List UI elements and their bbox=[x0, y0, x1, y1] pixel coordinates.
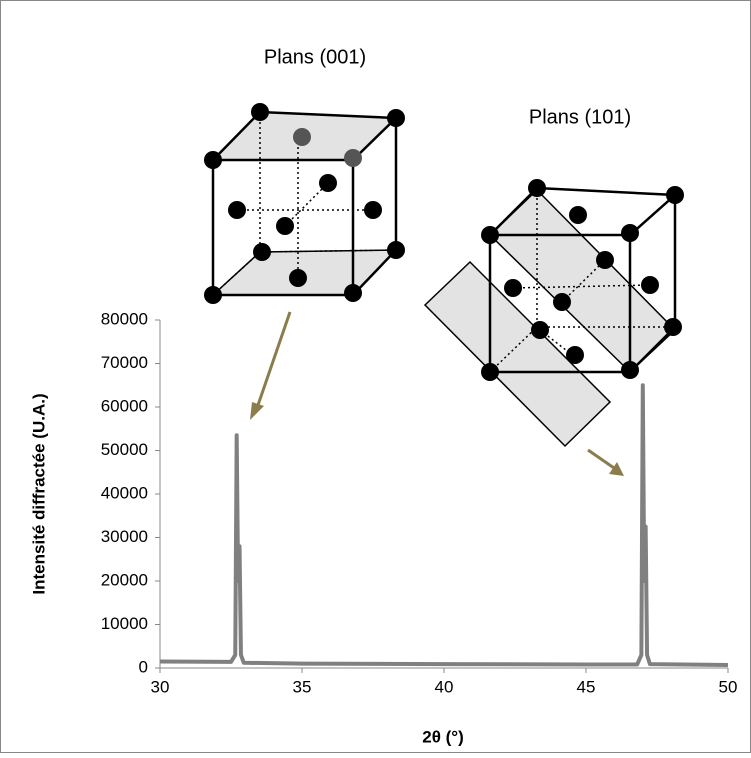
x-tick-label: 35 bbox=[293, 677, 312, 696]
arrows bbox=[250, 311, 624, 476]
x-tick-label: 30 bbox=[151, 677, 170, 696]
y-tick-label: 0 bbox=[139, 657, 148, 676]
x-tick-label: 40 bbox=[435, 677, 454, 696]
annotation: Plans (001) bbox=[264, 46, 366, 68]
y-axis-label: Intensité diffractée (U.A.) bbox=[29, 393, 48, 594]
data-line bbox=[159, 383, 729, 667]
y-tick-label: 50000 bbox=[101, 440, 148, 459]
y-tick-label: 60000 bbox=[101, 396, 148, 415]
x-axis-label: 2θ (°) bbox=[422, 727, 464, 746]
y-tick-label: 20000 bbox=[101, 570, 148, 589]
y-tick-label: 10000 bbox=[101, 614, 148, 633]
annotation: Plans (101) bbox=[529, 106, 631, 128]
y-tick-label: 40000 bbox=[101, 483, 148, 502]
y-tick-label: 30000 bbox=[101, 527, 148, 546]
x-tick-label: 50 bbox=[719, 677, 738, 696]
cube-001 bbox=[204, 103, 405, 304]
y-tick-label: 80000 bbox=[101, 309, 148, 328]
cube-101 bbox=[423, 179, 684, 448]
y-tick-label: 70000 bbox=[101, 353, 148, 372]
x-tick-label: 45 bbox=[577, 677, 596, 696]
